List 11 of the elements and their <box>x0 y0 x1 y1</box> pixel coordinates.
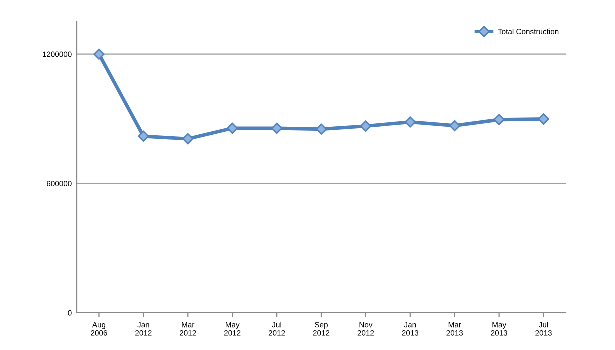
point <box>494 114 505 126</box>
point <box>404 116 416 128</box>
point <box>449 120 460 132</box>
point <box>538 114 550 125</box>
point <box>94 48 105 60</box>
point <box>316 124 328 135</box>
point <box>138 130 150 142</box>
point <box>182 133 194 145</box>
point <box>360 120 372 132</box>
point <box>271 122 283 134</box>
point <box>226 122 238 134</box>
